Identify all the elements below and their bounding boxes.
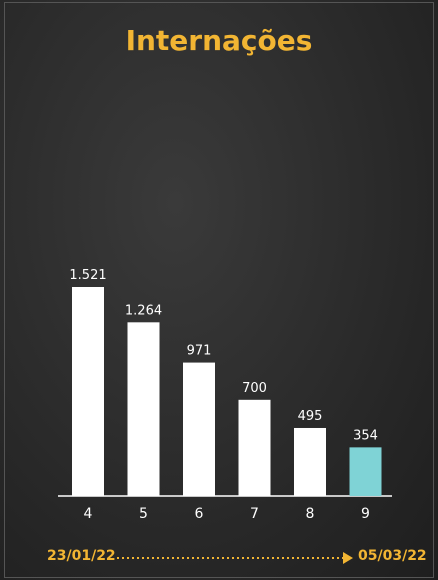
value-label-4: 1.521 [69,268,106,283]
date-range-end: 05/03/22 [358,548,427,564]
chart-title: Internações [125,24,313,57]
value-label-7: 700 [242,381,267,396]
bar-6 [183,362,215,496]
x-tick-4: 4 [84,506,93,522]
date-range-arrow [117,552,353,564]
x-tick-5: 5 [139,506,148,522]
value-label-8: 495 [298,409,323,424]
bar-8 [294,427,326,496]
value-label-5: 1.264 [125,303,162,318]
bar-7 [238,399,271,496]
x-tick-8: 8 [306,506,315,522]
bar-9 [349,447,382,496]
x-tick-7: 7 [250,506,259,522]
chart-frame [4,2,434,578]
bar-4 [72,287,104,496]
x-tick-6: 6 [195,506,204,522]
value-label-6: 971 [187,344,212,359]
value-label-9: 354 [353,428,378,443]
bar-5 [127,322,160,496]
date-range-start: 23/01/22 [47,548,116,564]
x-tick-9: 9 [361,506,370,522]
